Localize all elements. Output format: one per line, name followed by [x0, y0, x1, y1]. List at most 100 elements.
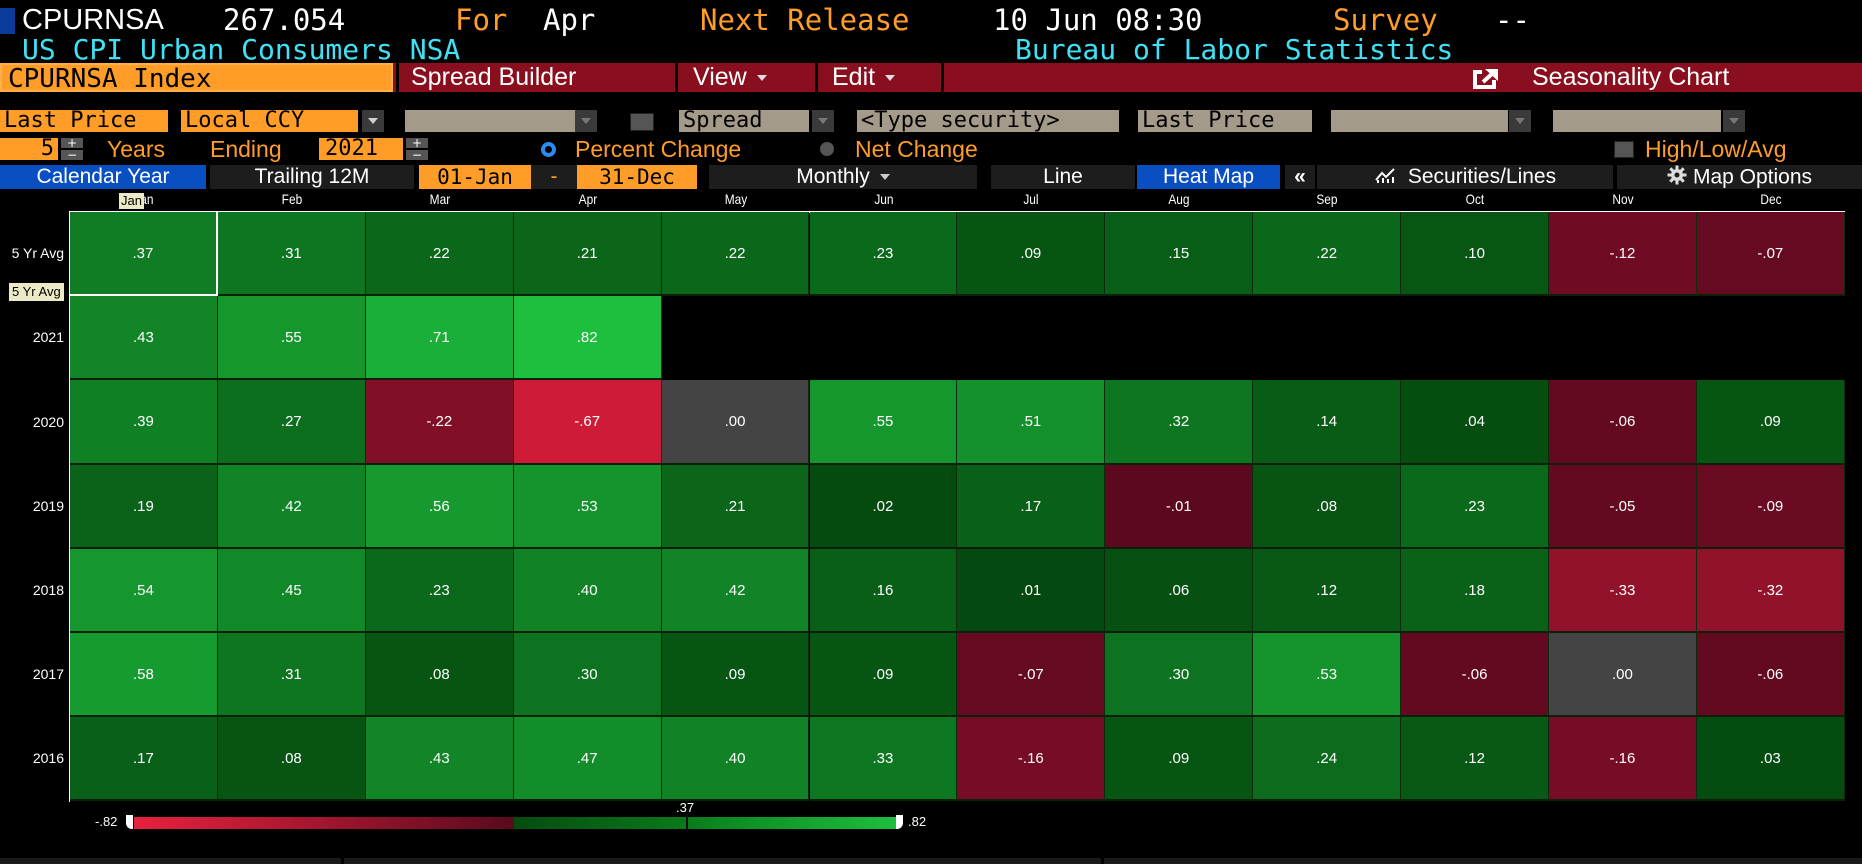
heatmap-cell[interactable]: -.06: [1696, 633, 1845, 718]
heatmap-cell[interactable]: .15: [1105, 212, 1254, 297]
blank-dropdown-2[interactable]: [1331, 110, 1508, 132]
heatmap-cell[interactable]: -.22: [365, 380, 514, 465]
heatmap-cell[interactable]: .45: [217, 548, 366, 633]
export-icon[interactable]: [1470, 67, 1500, 89]
high-low-avg-checkbox[interactable]: [1614, 141, 1634, 158]
heatmap-cell[interactable]: .43: [365, 717, 514, 802]
heatmap-cell[interactable]: .55: [217, 296, 366, 381]
field2-dropdown[interactable]: Last Price: [1138, 110, 1312, 132]
heatmap-cell[interactable]: .09: [809, 633, 958, 718]
heatmap-cell[interactable]: .06: [1105, 548, 1254, 633]
net-change-radio[interactable]: [820, 142, 834, 156]
heatmap-cell[interactable]: .08: [1253, 464, 1402, 549]
heatmap-cell[interactable]: .39: [70, 380, 218, 465]
heatmap-cell[interactable]: -.12: [1549, 212, 1697, 297]
heatmap-cell[interactable]: .40: [513, 548, 662, 633]
heatmap-cell[interactable]: .02: [809, 464, 958, 549]
heatmap-cell[interactable]: .12: [1401, 717, 1549, 802]
heatmap-cell[interactable]: .12: [1253, 548, 1402, 633]
legend-min-handle[interactable]: [126, 815, 133, 829]
spread-dropdown-arrow[interactable]: [812, 110, 834, 132]
heatmap-cell[interactable]: .55: [809, 380, 958, 465]
heatmap-cell[interactable]: -.07: [957, 633, 1106, 718]
heatmap-cell[interactable]: .30: [1105, 633, 1254, 718]
tab-trailing-12m[interactable]: Trailing 12M: [210, 165, 414, 189]
securities-lines-button[interactable]: Securities/Lines: [1317, 165, 1613, 189]
years-input[interactable]: 5: [0, 138, 58, 160]
blank-dropdown-3-arrow[interactable]: [1723, 110, 1745, 132]
spread-dropdown[interactable]: Spread: [679, 110, 809, 132]
heatmap-cell[interactable]: -.16: [1549, 717, 1697, 802]
heatmap-cell[interactable]: -.09: [1696, 464, 1845, 549]
minus-icon[interactable]: −: [406, 149, 428, 161]
heatmap-cell[interactable]: .37: [70, 212, 218, 297]
heatmap-cell[interactable]: .09: [1696, 380, 1845, 465]
heatmap-cell[interactable]: .21: [513, 212, 662, 297]
heatmap-cell[interactable]: -.07: [1696, 212, 1845, 297]
heatmap-cell[interactable]: .03: [1696, 717, 1845, 802]
heatmap-cell[interactable]: -.33: [1549, 548, 1697, 633]
currency-dropdown[interactable]: Local CCY: [181, 110, 358, 132]
tab-heat-map[interactable]: Heat Map: [1137, 165, 1280, 189]
heatmap-cell[interactable]: -.06: [1401, 633, 1549, 718]
heatmap-cell[interactable]: .54: [70, 548, 218, 633]
view-menu[interactable]: View: [675, 63, 815, 92]
spread-builder-button[interactable]: Spread Builder: [396, 63, 675, 92]
collapse-button[interactable]: «: [1285, 165, 1315, 189]
heatmap-cell[interactable]: .30: [513, 633, 662, 718]
heatmap-cell[interactable]: .22: [365, 212, 514, 297]
heatmap-cell[interactable]: .17: [70, 717, 218, 802]
start-date-input[interactable]: 01-Jan: [419, 165, 531, 189]
currency-dropdown-arrow[interactable]: [362, 110, 384, 132]
minus-icon[interactable]: −: [61, 149, 83, 161]
heatmap-cell[interactable]: .00: [1549, 633, 1697, 718]
end-date-input[interactable]: 31-Dec: [577, 165, 697, 189]
heatmap-cell[interactable]: .19: [70, 464, 218, 549]
heatmap-cell[interactable]: -.01: [1105, 464, 1254, 549]
security-input[interactable]: CPURNSA Index: [0, 63, 393, 94]
heatmap-cell[interactable]: .42: [217, 464, 366, 549]
heatmap-cell[interactable]: .32: [1105, 380, 1254, 465]
blank-dropdown-2-arrow[interactable]: [1509, 110, 1531, 132]
heatmap-cell[interactable]: .51: [957, 380, 1106, 465]
blank-dropdown-3[interactable]: [1553, 110, 1721, 132]
heatmap-cell[interactable]: .10: [1401, 212, 1549, 297]
heatmap-cell[interactable]: -.05: [1549, 464, 1697, 549]
heatmap-cell[interactable]: .56: [365, 464, 514, 549]
heatmap-cell[interactable]: .01: [957, 548, 1106, 633]
heatmap-cell[interactable]: .21: [661, 464, 810, 549]
security-search-input[interactable]: <Type security>: [857, 110, 1119, 132]
heatmap-cell[interactable]: .58: [70, 633, 218, 718]
ending-year-stepper[interactable]: + −: [406, 137, 428, 161]
heatmap-cell[interactable]: -.32: [1696, 548, 1845, 633]
heatmap-cell[interactable]: .53: [1253, 633, 1402, 718]
heatmap-cell[interactable]: .22: [1253, 212, 1402, 297]
heatmap-cell[interactable]: .14: [1253, 380, 1402, 465]
heatmap-cell[interactable]: .08: [365, 633, 514, 718]
heatmap-cell[interactable]: .82: [513, 296, 662, 381]
heatmap-cell[interactable]: .04: [1401, 380, 1549, 465]
heatmap-cell[interactable]: .23: [809, 212, 958, 297]
heatmap-cell[interactable]: .24: [1253, 717, 1402, 802]
heatmap-cell[interactable]: .71: [365, 296, 514, 381]
plus-icon[interactable]: +: [61, 137, 83, 149]
ending-year-input[interactable]: 2021: [319, 138, 403, 160]
heatmap-cell[interactable]: .33: [809, 717, 958, 802]
heatmap-cell[interactable]: .09: [1105, 717, 1254, 802]
heatmap-cell[interactable]: -.16: [957, 717, 1106, 802]
heatmap-cell[interactable]: .16: [809, 548, 958, 633]
blank-dropdown-1[interactable]: [405, 110, 575, 132]
heatmap-cell[interactable]: .43: [70, 296, 218, 381]
heatmap-cell[interactable]: .18: [1401, 548, 1549, 633]
heatmap-cell[interactable]: .08: [217, 717, 366, 802]
heatmap-cell[interactable]: .31: [217, 633, 366, 718]
heatmap-cell[interactable]: .31: [217, 212, 366, 297]
map-options-button[interactable]: Map Options: [1617, 165, 1862, 189]
heatmap-cell[interactable]: .09: [957, 212, 1106, 297]
heatmap-cell[interactable]: .53: [513, 464, 662, 549]
heatmap-cell[interactable]: .23: [1401, 464, 1549, 549]
heatmap-cell[interactable]: .27: [217, 380, 366, 465]
heatmap-cell[interactable]: .09: [661, 633, 810, 718]
edit-menu[interactable]: Edit: [815, 63, 941, 92]
blank-dropdown-1-arrow[interactable]: [575, 110, 597, 132]
